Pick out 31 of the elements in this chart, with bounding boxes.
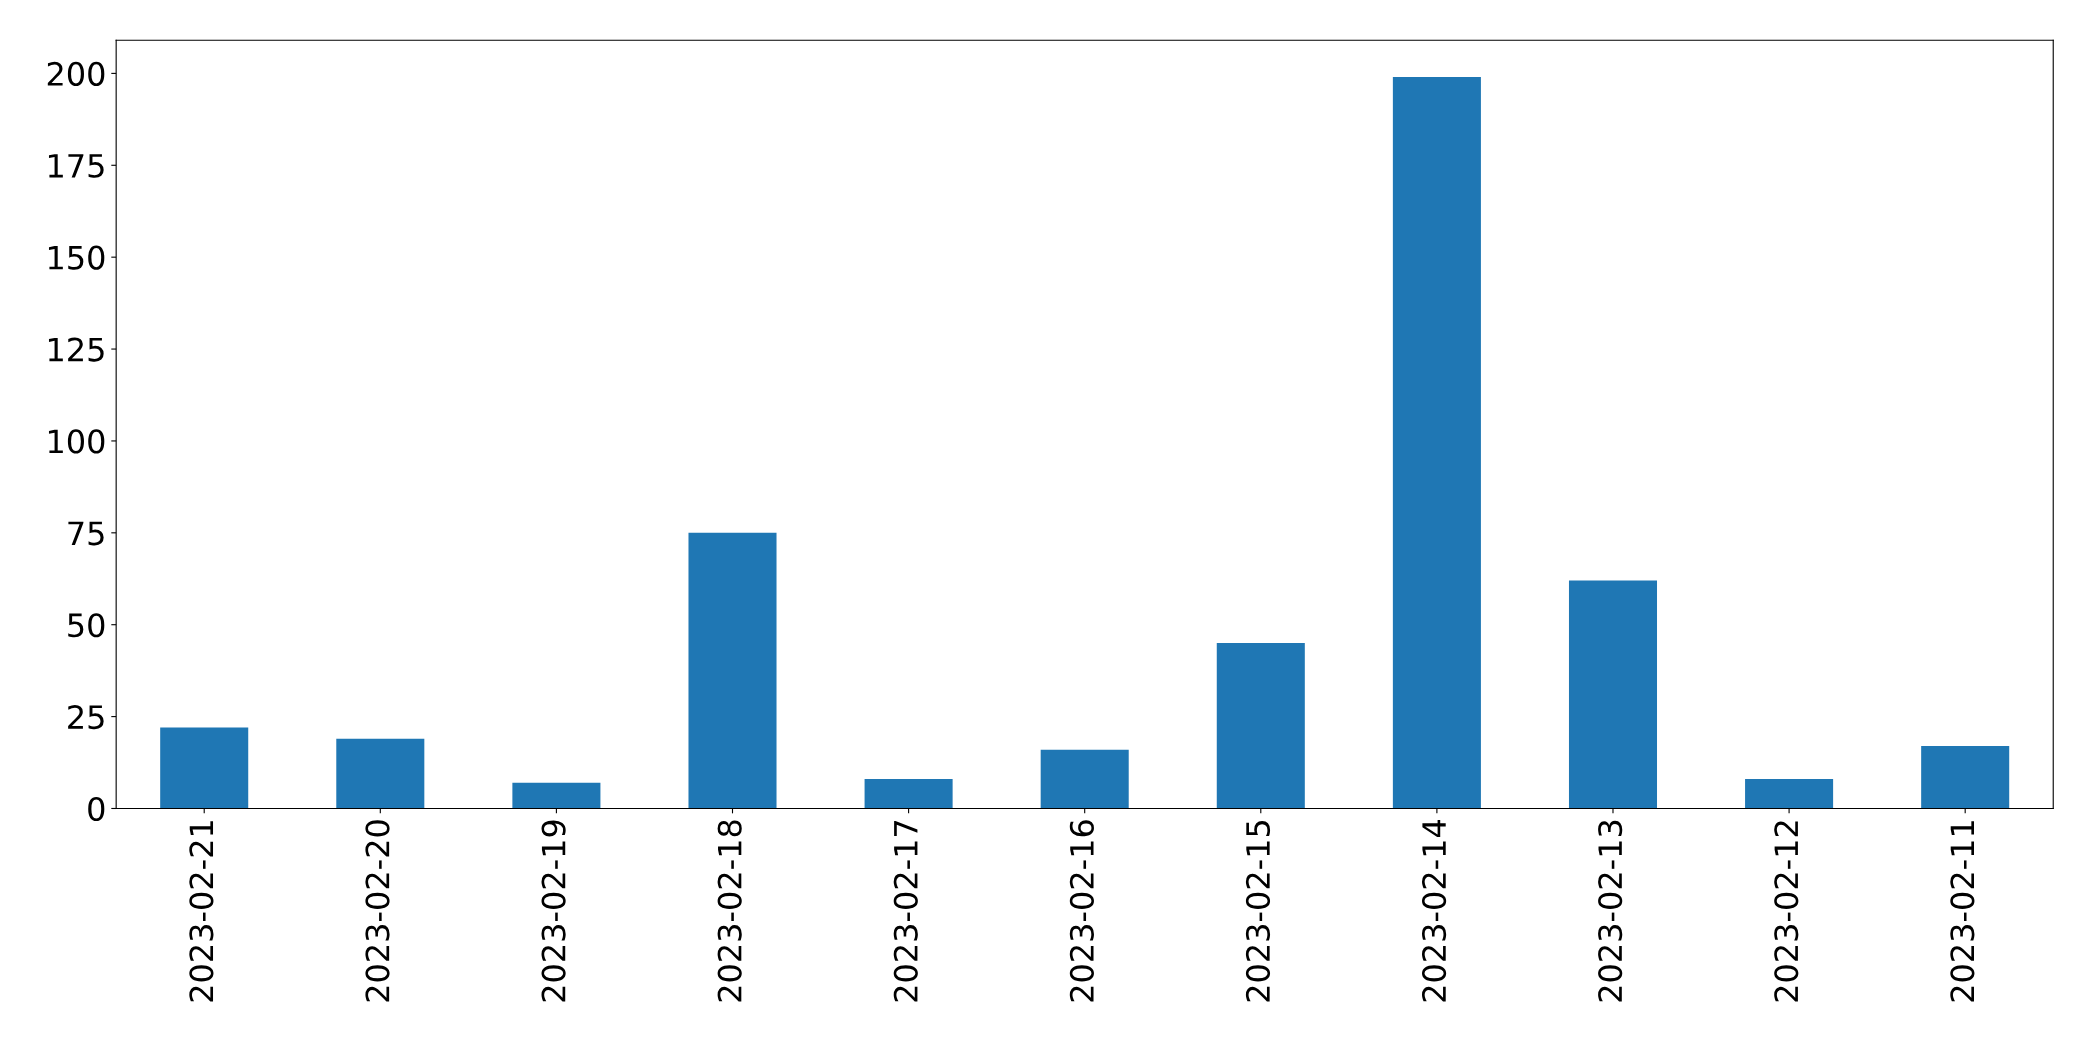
x-tick-label: 2023-02-19 [541, 820, 566, 1002]
x-tick-label: 2023-02-16 [1069, 820, 1094, 1002]
y-tick-label: 125 [48, 337, 104, 362]
x-tick-label: 2023-02-14 [1422, 820, 1447, 1002]
x-tick-label: 2023-02-20 [365, 820, 390, 1002]
x-tick-label: 2023-02-13 [1598, 820, 1623, 1002]
x-tick-label: 2023-02-17 [893, 820, 918, 1002]
bar [1040, 749, 1129, 809]
x-tick-label: 2023-02-21 [189, 821, 214, 1002]
bar [160, 727, 249, 809]
x-tick-label: 2023-02-15 [1245, 820, 1271, 1002]
bar [1568, 580, 1658, 809]
y-tick-label: 0 [88, 796, 105, 822]
y-tick-label: 100 [48, 429, 105, 454]
bar [1745, 779, 1834, 809]
y-tick-label: 50 [68, 613, 105, 638]
bar [864, 779, 953, 809]
bar [512, 782, 601, 809]
y-tick-label: 175 [48, 154, 104, 178]
bar [1216, 643, 1305, 809]
x-tick-label: 2023-02-12 [1774, 821, 1799, 1002]
x-tick-label: 2023-02-11 [1950, 821, 1975, 1002]
y-tick-label: 150 [48, 245, 105, 270]
bar [1921, 746, 2010, 809]
y-tick-label: 200 [47, 61, 105, 86]
bar [336, 738, 425, 809]
bar [688, 532, 777, 809]
x-tick-label: 2023-02-18 [717, 820, 742, 1002]
y-tick-label: 25 [68, 705, 104, 730]
y-tick-label: 75 [68, 521, 104, 546]
bar [1392, 77, 1481, 809]
